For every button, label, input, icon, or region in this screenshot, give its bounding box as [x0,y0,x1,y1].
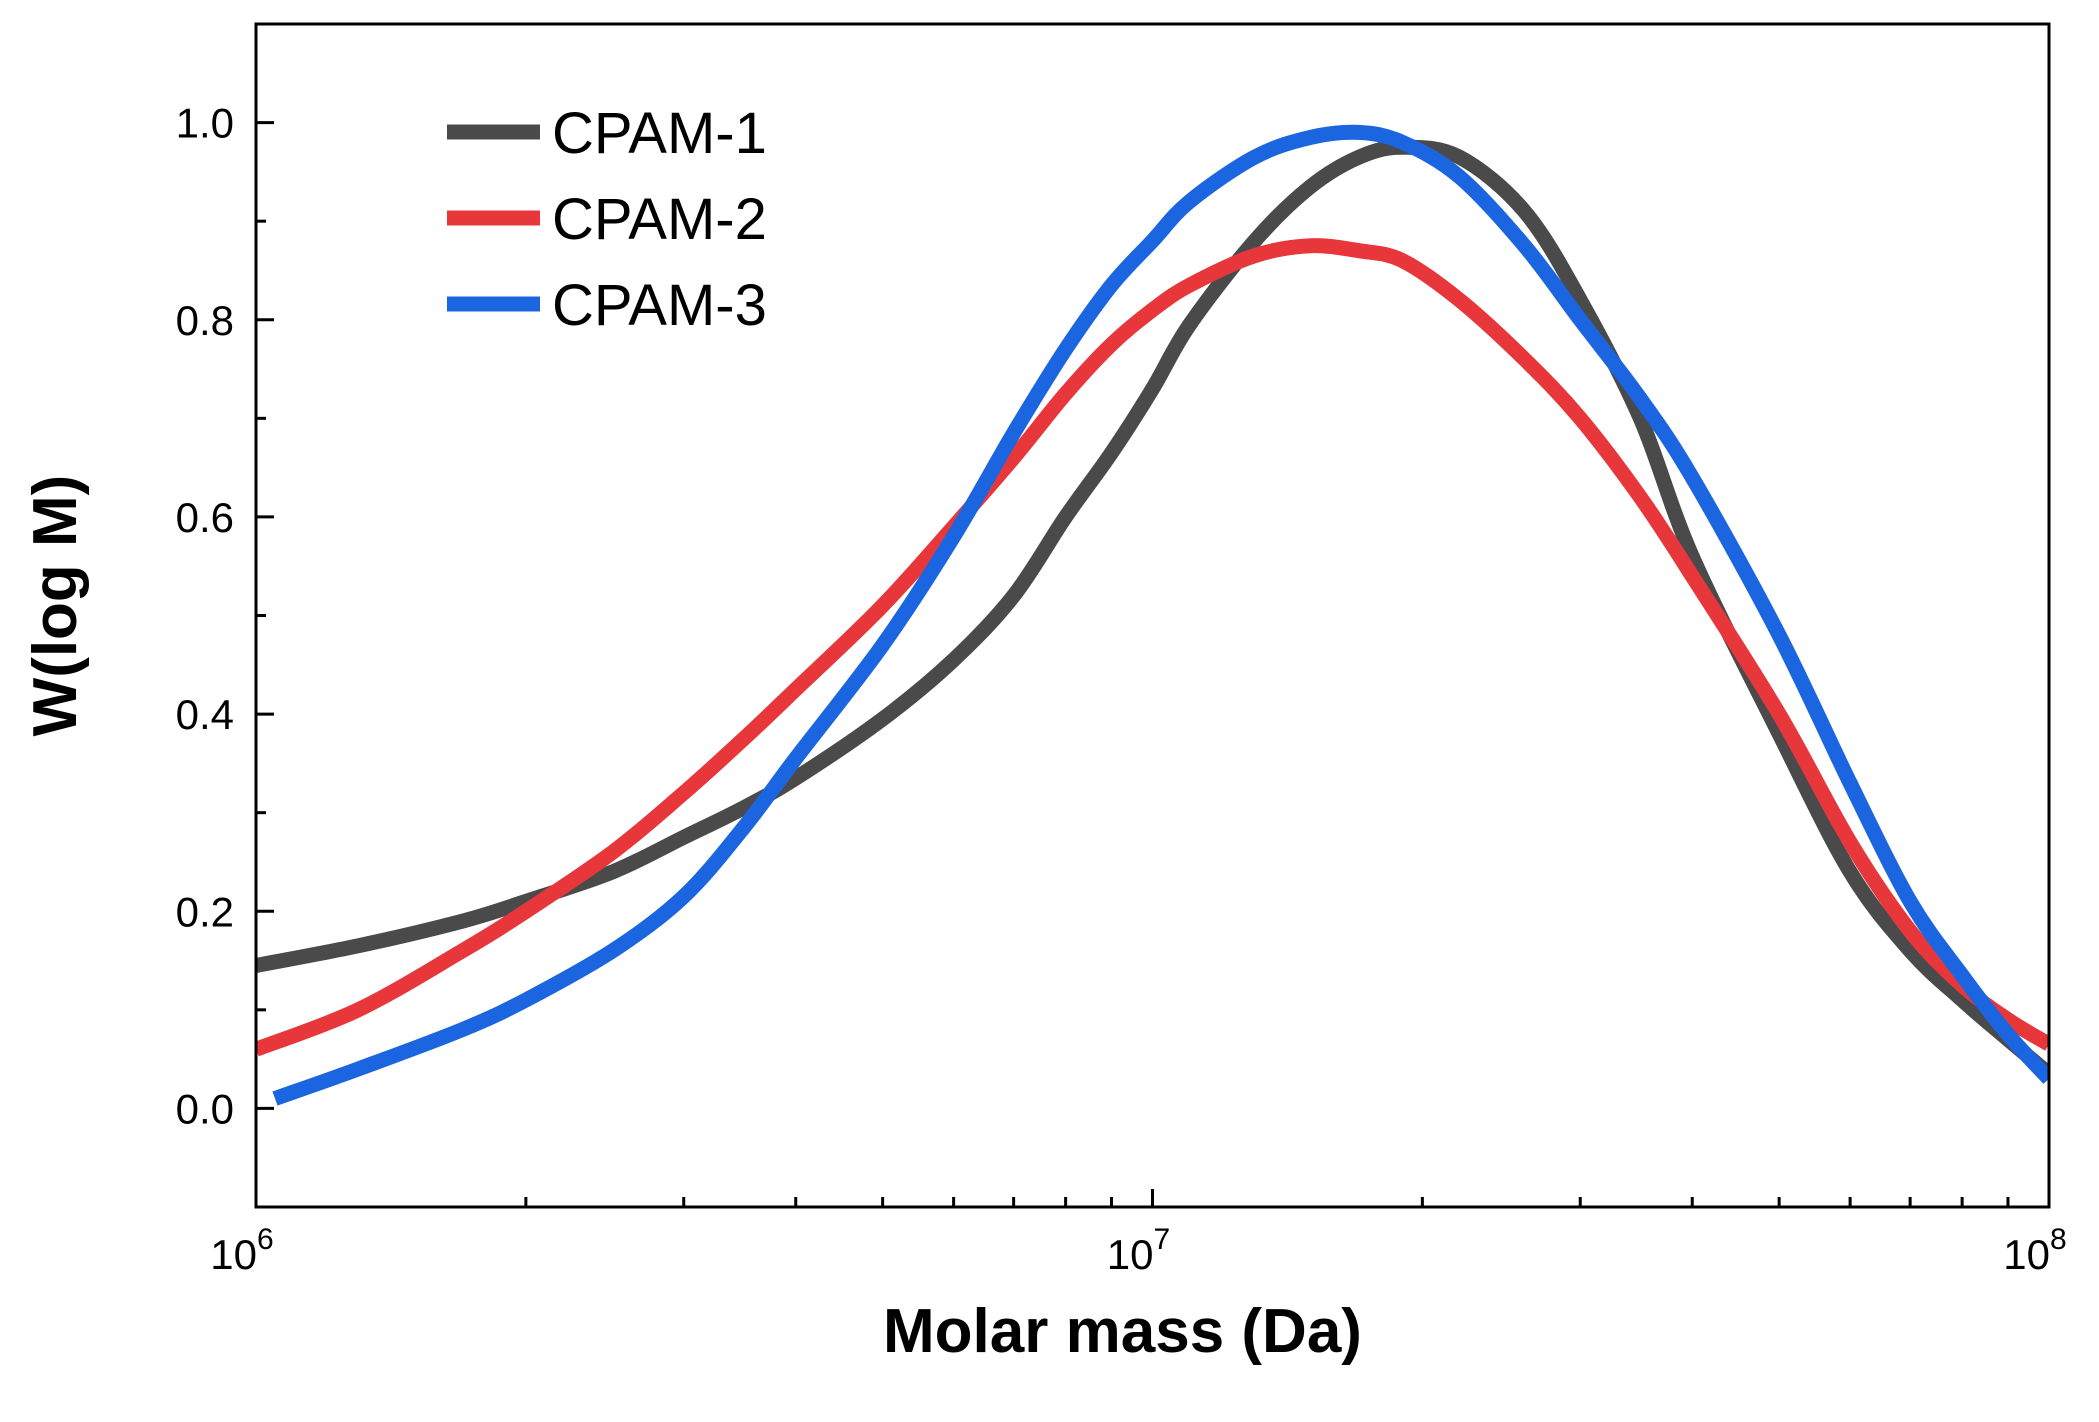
x-tick-label: 108 [2003,1223,2066,1278]
x-tick-base: 10 [1107,1231,1154,1278]
series-layer [256,124,2049,1106]
x-tick-label: 106 [210,1223,273,1278]
y-axis-title: W(log M) [21,475,90,737]
y-tick-label: 0.8 [176,297,234,344]
x-tick-base: 10 [2003,1231,2050,1278]
y-tick-label: 0.0 [176,1085,234,1132]
x-tick-base: 10 [210,1231,257,1278]
legend: CPAM-1 CPAM-2 CPAM-3 [447,101,767,338]
y-tick-label: 1.0 [176,100,234,147]
series-line-cpam-3 [272,124,2049,1106]
x-tick-exponent: 6 [257,1223,274,1256]
y-tick-label: 0.4 [176,691,234,738]
x-tick-label: 107 [1107,1223,1170,1278]
legend-label-cpam-1: CPAM-1 [552,101,767,166]
series-line-cpam-2 [256,238,2049,1057]
legend-label-cpam-3: CPAM-3 [552,273,767,338]
y-tick-label: 0.2 [176,888,234,935]
y-tick-label: 0.6 [176,494,234,541]
legend-label-cpam-2: CPAM-2 [552,187,767,252]
x-tick-exponent: 8 [2050,1223,2067,1256]
x-tick-exponent: 7 [1154,1223,1171,1256]
x-axis-title: Molar mass (Da) [883,1297,1362,1366]
